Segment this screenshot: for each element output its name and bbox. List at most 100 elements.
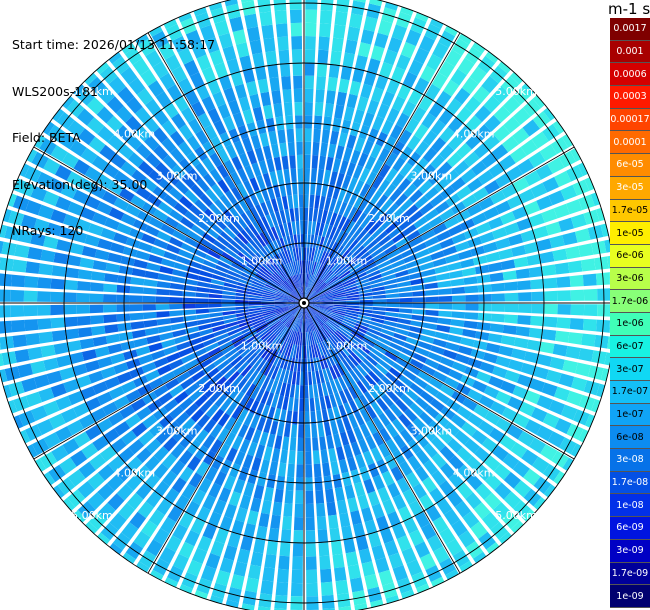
range-gate (316, 516, 327, 530)
range-gate (255, 204, 265, 218)
range-gate (266, 433, 276, 448)
range-gate (90, 407, 107, 423)
range-gate (437, 161, 453, 177)
range-gate (414, 511, 430, 529)
range-gate (78, 269, 93, 280)
range-gate (399, 375, 413, 388)
range-gate (268, 278, 281, 287)
range-gate (312, 437, 319, 451)
range-gate (308, 318, 313, 332)
range-gate (313, 262, 319, 276)
range-gate (103, 314, 118, 324)
range-gate (407, 151, 421, 167)
range-gate (465, 115, 482, 132)
range-gate (224, 278, 239, 285)
range-gate (281, 251, 289, 264)
range-gate (346, 305, 360, 309)
range-gate (332, 349, 342, 363)
range-gate (417, 255, 433, 265)
range-gate (169, 310, 183, 317)
range-gate (12, 334, 28, 348)
range-gate (329, 366, 338, 380)
range-gate (217, 103, 231, 119)
range-gate (310, 358, 315, 372)
range-gate (444, 169, 460, 184)
range-gate (142, 414, 158, 429)
range-gate (53, 252, 69, 265)
field-label: Field: BETA (12, 130, 81, 145)
range-gate (384, 244, 398, 255)
range-gate (315, 89, 325, 103)
range-gate (392, 157, 406, 172)
range-gate (249, 312, 263, 318)
range-gate (178, 449, 193, 466)
range-gate (249, 239, 261, 252)
range-gate (302, 260, 304, 274)
range-gate (465, 492, 482, 510)
range-gate (311, 155, 319, 169)
range-gate (359, 296, 373, 300)
range-gate (248, 369, 259, 383)
range-gate (278, 223, 286, 238)
range-gate (327, 143, 337, 158)
range-gate (269, 336, 279, 348)
range-gate (315, 249, 321, 263)
range-gate (400, 41, 416, 59)
range-ring-label: 3.00km (156, 424, 198, 437)
range-gate (276, 197, 284, 211)
range-gate (341, 251, 353, 264)
range-gate (121, 430, 137, 446)
range-gate (394, 269, 409, 278)
range-gate (386, 78, 401, 95)
range-gate (141, 177, 158, 192)
range-gate (427, 534, 443, 552)
range-gate (252, 318, 265, 326)
range-gate (161, 453, 177, 469)
range-gate (346, 429, 357, 444)
range-gate (318, 291, 332, 298)
range-gate (293, 290, 303, 301)
range-gate (149, 26, 163, 37)
range-gate (113, 197, 130, 211)
range-gate (383, 278, 398, 286)
range-gate (437, 317, 452, 325)
range-gate (332, 185, 341, 200)
range-gate (321, 409, 329, 424)
range-gate (223, 282, 238, 289)
range-gate (314, 314, 325, 325)
range-gate (350, 469, 362, 484)
range-gate (235, 255, 248, 266)
range-gate (35, 458, 47, 472)
range-gate (236, 377, 248, 391)
range-gate (477, 284, 492, 293)
range-gate (261, 376, 271, 390)
range-gate (322, 270, 333, 281)
range-gate (446, 538, 463, 556)
range-gate (306, 303, 320, 308)
range-gate (427, 243, 442, 254)
range-gate (379, 427, 392, 443)
range-gate (393, 332, 408, 342)
range-gate (255, 402, 265, 417)
range-gate (349, 121, 361, 137)
range-gate (407, 455, 422, 471)
range-gate (179, 433, 194, 449)
range-gate (357, 251, 371, 262)
range-gate (270, 380, 279, 394)
range-gate (500, 335, 516, 346)
range-gate (543, 316, 558, 328)
range-gate (248, 336, 261, 347)
range-gate (440, 384, 455, 397)
range-gate (452, 303, 466, 311)
range-gate (237, 282, 251, 289)
range-gate (237, 251, 250, 263)
range-gate (230, 239, 243, 251)
range-gate (89, 293, 104, 303)
range-gate (353, 245, 365, 257)
range-gate (297, 287, 303, 301)
range-gate (379, 264, 393, 273)
range-gate (478, 294, 492, 302)
range-gate (116, 222, 132, 235)
range-gate (319, 23, 332, 38)
range-gate (291, 371, 297, 385)
